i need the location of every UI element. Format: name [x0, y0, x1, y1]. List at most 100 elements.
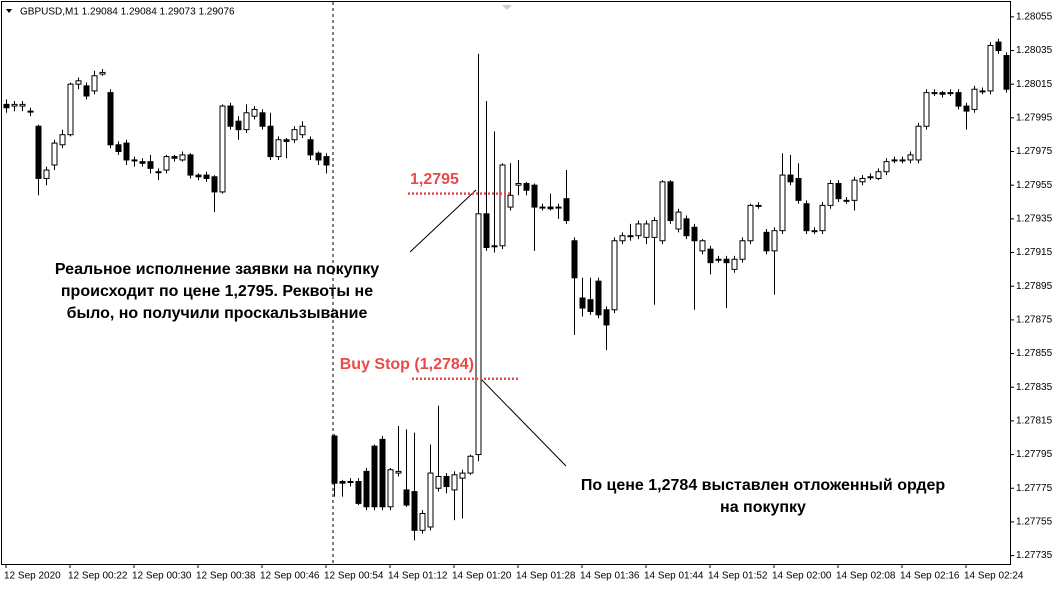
- candle-body: [955, 92, 962, 107]
- candle-body: [499, 164, 506, 247]
- candle-body: [387, 469, 394, 508]
- candle-body: [299, 125, 306, 136]
- annotation: на покупку: [720, 499, 806, 516]
- annotation: Реальное исполнение заявки на покупку: [55, 261, 379, 278]
- candle-body: [155, 171, 162, 174]
- y-tick-label: 1.27855: [1016, 348, 1053, 359]
- candle-body: [51, 142, 58, 166]
- candle-body: [523, 183, 530, 191]
- candle-body: [963, 105, 970, 112]
- y-tick-label: 1.28015: [1016, 79, 1053, 90]
- candle-body: [691, 226, 698, 242]
- candle-body: [987, 44, 994, 92]
- candle-body: [563, 198, 570, 222]
- candle-body: [27, 110, 34, 113]
- x-tick-label: 14 Sep 02:08: [836, 571, 896, 582]
- candle-body: [227, 105, 234, 127]
- candle-body: [995, 41, 1002, 52]
- candle-body: [83, 85, 90, 97]
- candle-body: [859, 177, 866, 183]
- candle-body: [363, 470, 370, 508]
- candle-body: [611, 240, 618, 311]
- candle-body: [795, 177, 802, 201]
- candle-body: [19, 103, 26, 107]
- candle-body: [731, 258, 738, 270]
- candle-body: [195, 174, 202, 178]
- candle-body: [1003, 55, 1010, 90]
- candle-body: [651, 220, 658, 238]
- candle-body: [531, 184, 538, 208]
- candle-body: [443, 475, 450, 488]
- candle-body: [555, 206, 562, 209]
- candle-body: [659, 181, 666, 242]
- candle-body: [451, 474, 458, 491]
- candle-body: [179, 154, 186, 161]
- price-level-label: Buy Stop (1,2784): [340, 356, 474, 373]
- x-tick-label: 12 Sep 2020: [4, 571, 61, 582]
- candle-body: [923, 92, 930, 127]
- candle-body: [667, 181, 674, 222]
- candle-body: [491, 245, 498, 248]
- candle-body: [579, 297, 586, 309]
- x-tick-label: 12 Sep 00:46: [260, 571, 320, 582]
- x-tick-label: 14 Sep 02:16: [900, 571, 960, 582]
- candle-body: [435, 475, 442, 489]
- candle-body: [315, 152, 322, 161]
- menu-arrow: [6, 9, 12, 13]
- candle-body: [3, 103, 10, 109]
- x-tick-label: 14 Sep 01:28: [516, 571, 576, 582]
- x-tick-label: 14 Sep 01:44: [644, 571, 704, 582]
- candle-body: [243, 112, 250, 131]
- candle-body: [843, 199, 850, 202]
- callout-line: [479, 377, 567, 467]
- candle-body: [907, 154, 914, 161]
- candle-body: [171, 156, 178, 159]
- y-tick-label: 1.27975: [1016, 146, 1053, 157]
- candle-body: [811, 230, 818, 233]
- candle-body: [75, 80, 82, 85]
- candle-body: [91, 75, 98, 92]
- x-tick-label: 14 Sep 01:36: [580, 571, 640, 582]
- x-tick-label: 12 Sep 00:30: [132, 571, 192, 582]
- candle-body: [291, 129, 298, 141]
- candle-body: [507, 194, 514, 208]
- y-tick-label: 1.27775: [1016, 483, 1053, 494]
- candle-body: [163, 156, 170, 171]
- candle-body: [515, 183, 522, 186]
- candle-body: [419, 512, 426, 531]
- candle-body: [787, 174, 794, 183]
- candle-body: [851, 179, 858, 201]
- candle-body: [403, 489, 410, 506]
- candle-body: [67, 83, 74, 136]
- candle-body: [891, 159, 898, 162]
- x-tick-label: 12 Sep 00:22: [68, 571, 128, 582]
- candle-body: [683, 218, 690, 237]
- candle-body: [395, 470, 402, 474]
- candle-body: [347, 481, 354, 484]
- candle-body: [931, 92, 938, 95]
- candle-body: [779, 174, 786, 232]
- candle-body: [459, 472, 466, 479]
- candle-body: [211, 176, 218, 193]
- candle-body: [827, 183, 834, 206]
- annotation: происходит по цене 1,2795. Реквоты не: [61, 283, 373, 300]
- candle-body: [939, 92, 946, 95]
- y-tick-label: 1.27955: [1016, 180, 1053, 191]
- candle-body: [603, 309, 610, 326]
- candle-body: [947, 92, 954, 95]
- x-tick-label: 14 Sep 01:20: [452, 571, 512, 582]
- candle-body: [475, 213, 482, 456]
- candle-body: [571, 240, 578, 279]
- candle-body: [131, 159, 138, 162]
- x-tick-label: 14 Sep 02:00: [772, 571, 832, 582]
- candle-body: [979, 90, 986, 93]
- candle-body: [99, 71, 106, 75]
- candle-body: [43, 169, 50, 179]
- y-tick-label: 1.28055: [1016, 11, 1053, 22]
- candle-body: [283, 139, 290, 142]
- candle-body: [715, 258, 722, 261]
- y-tick-label: 1.27795: [1016, 449, 1053, 460]
- y-tick-label: 1.27875: [1016, 315, 1053, 326]
